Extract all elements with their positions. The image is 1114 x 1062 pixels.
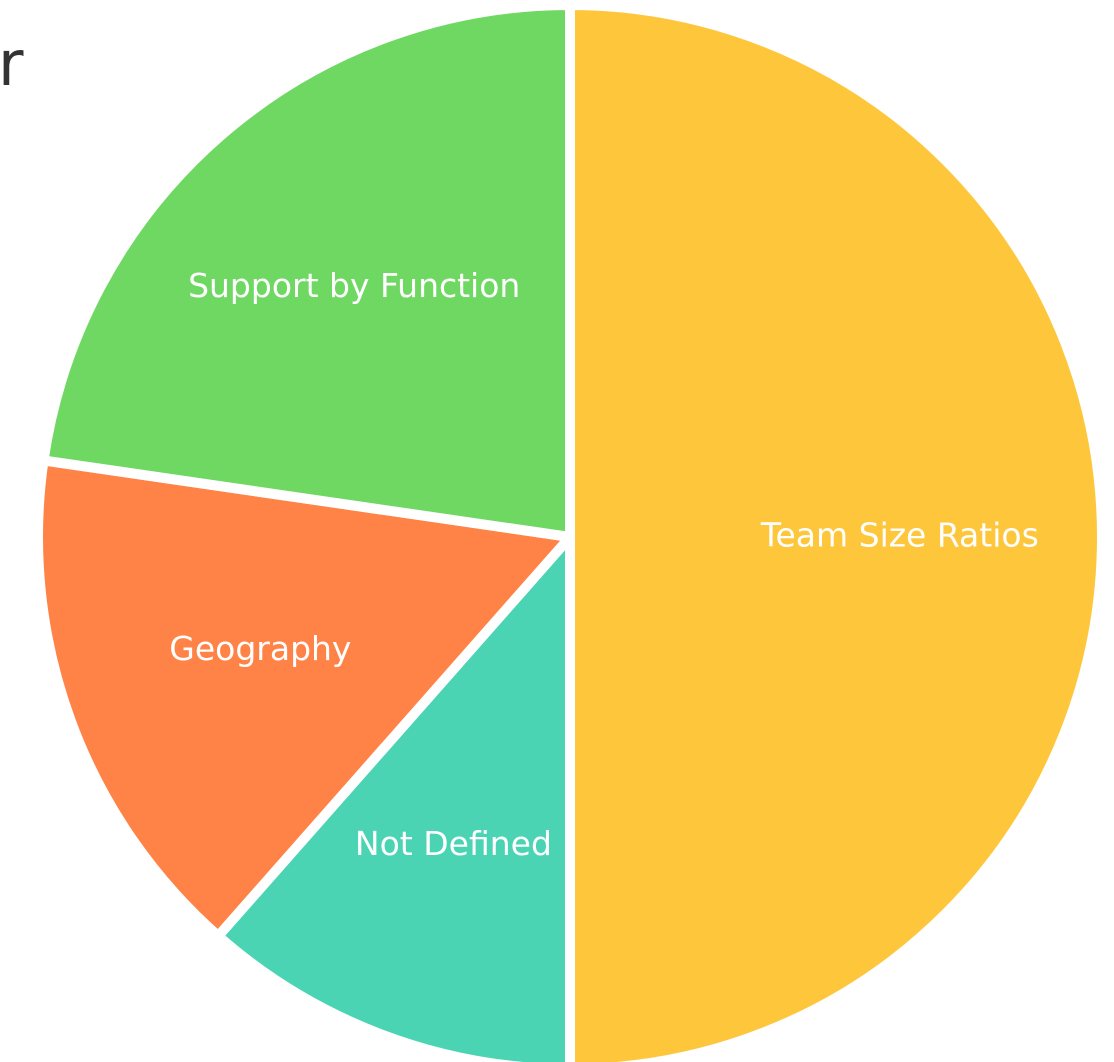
slice-label: Support by Function	[188, 266, 520, 305]
slice-label: Not Defined	[355, 824, 552, 863]
pie-slice	[38, 0, 575, 542]
pie-slice	[565, 0, 1107, 1062]
pie-slice	[213, 532, 575, 1062]
pie-slice	[33, 455, 575, 942]
chart-title: r	[0, 27, 24, 100]
slice-label: Team Size Ratios	[760, 516, 1039, 555]
slice-label: Geography	[169, 629, 351, 668]
